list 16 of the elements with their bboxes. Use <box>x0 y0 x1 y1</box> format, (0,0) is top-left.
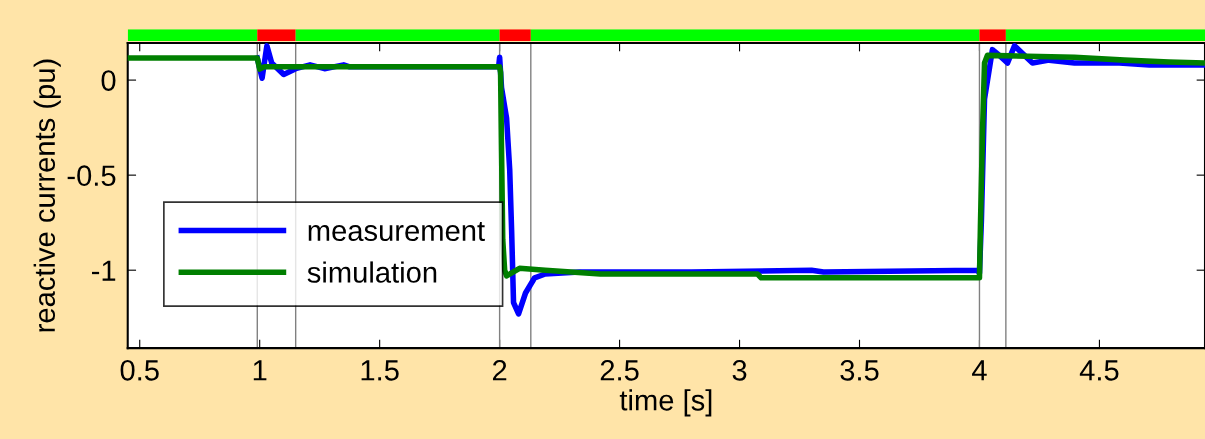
x-tick-label: 4.5 <box>1079 360 1119 381</box>
legend-label: measurement <box>308 221 485 242</box>
x-tick-label: 2.5 <box>600 360 639 381</box>
x-tick-label: 2 <box>492 360 507 381</box>
x-tick-label: 4 <box>972 360 987 381</box>
x-tick-label: 1 <box>253 360 267 381</box>
x-axis-title: time [s] <box>619 389 712 417</box>
legend-label: simulation <box>307 261 437 283</box>
x-tick-label: 1.5 <box>361 360 399 381</box>
y-axis-title: reactive currents (pu) <box>33 59 61 332</box>
y-tick-label: -1 <box>91 260 116 281</box>
x-tick-label: 3.5 <box>840 360 879 381</box>
x-tick-label: 0.5 <box>120 360 159 381</box>
y-tick-label: 0 <box>101 70 116 91</box>
y-tick-label: -0.5 <box>67 165 116 186</box>
x-tick-label: 3 <box>732 360 747 381</box>
